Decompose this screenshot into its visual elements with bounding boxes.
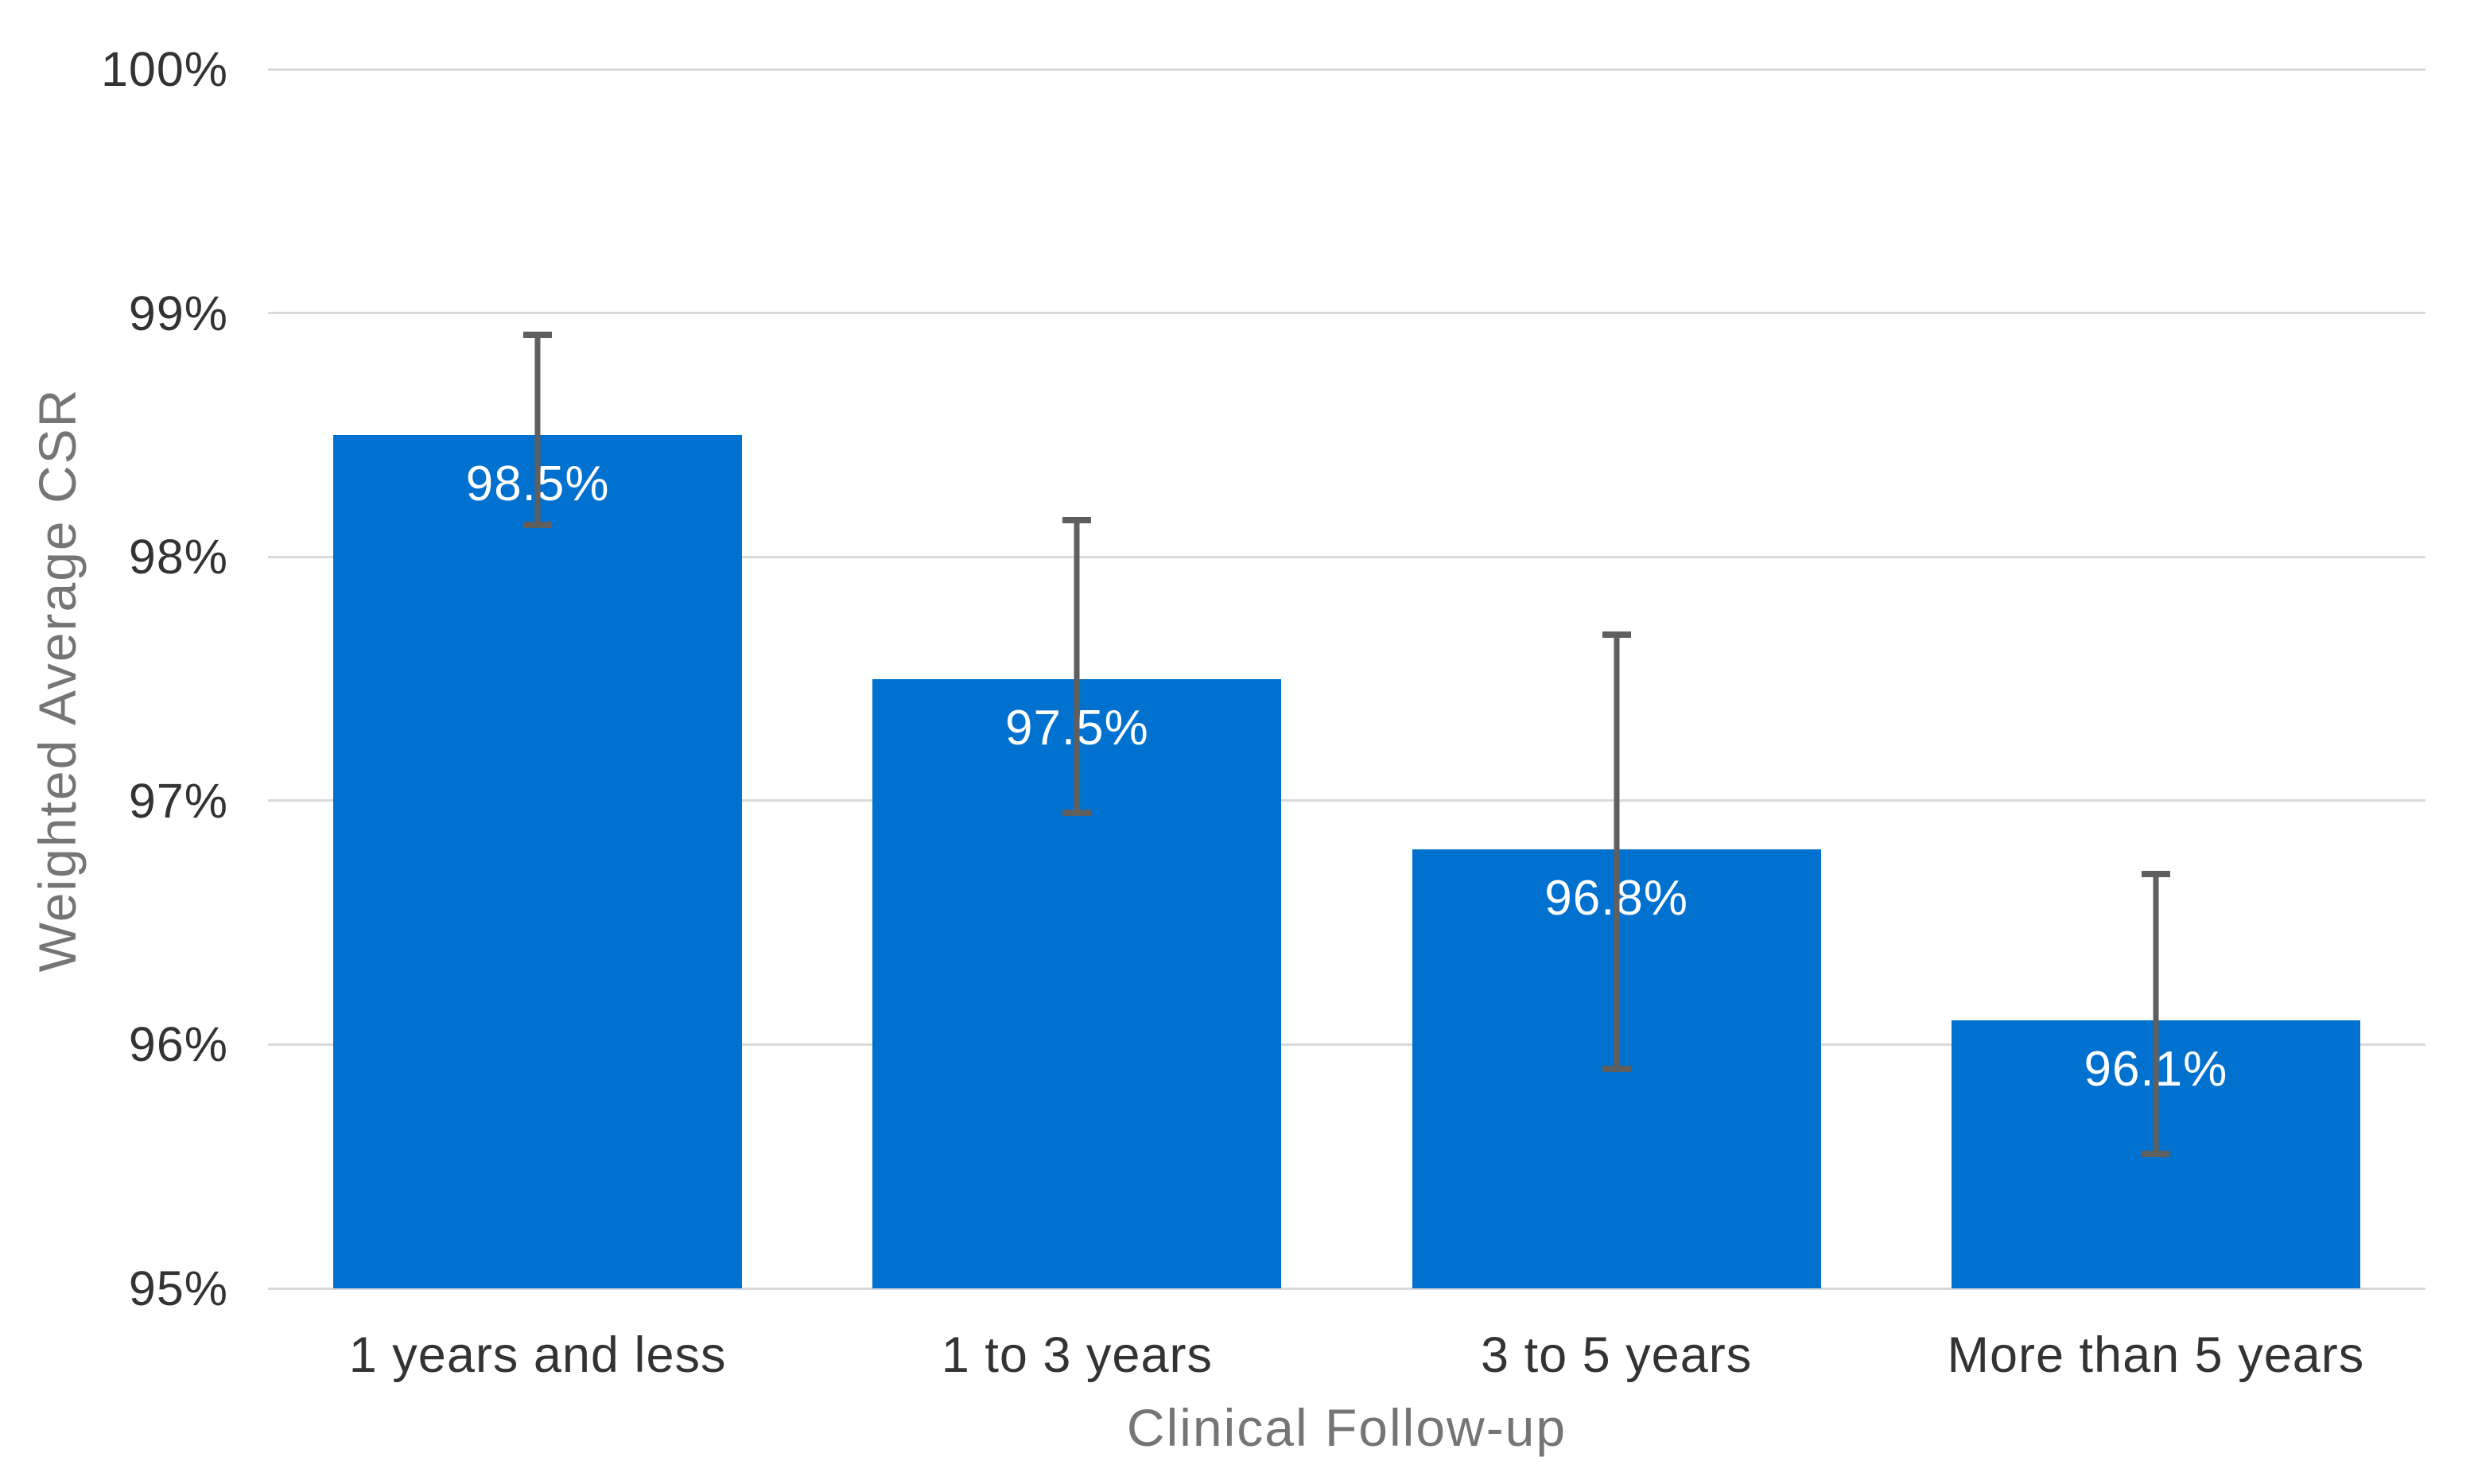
error-bar-line <box>1614 635 1620 1070</box>
gridline-99 <box>268 312 2425 315</box>
error-bar-cap-bottom <box>523 522 553 529</box>
error-bar-cap-top <box>1602 631 1631 639</box>
error-bar-cap-bottom <box>2141 1151 2170 1158</box>
error-bar-cap-bottom <box>1602 1066 1631 1073</box>
error-bar-line <box>2153 873 2159 1155</box>
error-bar-cap-top <box>523 332 553 339</box>
y-tick-label: 95% <box>128 1261 228 1315</box>
gridline-95 <box>268 1287 2425 1290</box>
error-bar-cap-top <box>1062 517 1092 524</box>
gridline-100 <box>268 68 2425 71</box>
y-tick-label: 98% <box>128 530 228 585</box>
plot-area: 98.5%97.5%96.8%96.1% <box>268 68 2425 1290</box>
bar-1-years-and-less <box>333 434 743 1288</box>
gridline-96 <box>268 1043 2425 1046</box>
y-tick-label: 99% <box>128 286 228 340</box>
x-axis-title: Clinical Follow-up <box>1126 1398 1567 1457</box>
gridline-97 <box>268 799 2425 802</box>
y-tick-label: 100% <box>100 42 228 96</box>
error-bar-cap-bottom <box>1062 810 1092 817</box>
x-tick-label: 1 to 3 years <box>941 1327 1213 1383</box>
y-tick-label: 96% <box>128 1017 228 1072</box>
x-tick-label: 3 to 5 years <box>1481 1327 1753 1383</box>
error-bar-line <box>534 335 541 526</box>
error-bar-cap-top <box>2141 870 2170 877</box>
x-tick-label: More than 5 years <box>1947 1327 2365 1383</box>
gridline-98 <box>268 555 2425 558</box>
y-axis-title: Weighted Average CSR <box>28 387 87 973</box>
x-tick-label: 1 years and less <box>348 1327 727 1383</box>
y-tick-label: 97% <box>128 773 228 828</box>
error-bar-line <box>1074 520 1080 814</box>
